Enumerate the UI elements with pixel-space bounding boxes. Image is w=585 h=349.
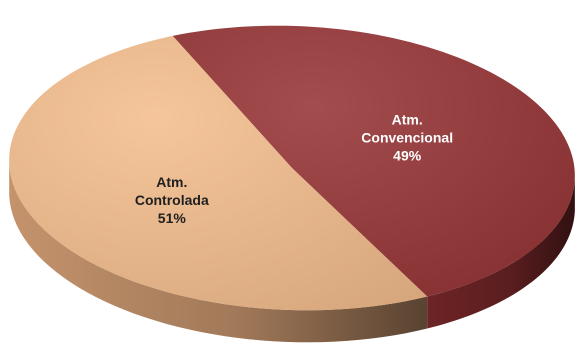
pie-side-layer (9, 157, 575, 343)
slice-value-label-2: 51% (158, 210, 187, 226)
pie-slice-shade-1 (172, 25, 575, 297)
slice-value-label-1: 49% (393, 148, 422, 164)
pie-top-layer (9, 25, 575, 311)
pie-label-layer: Atm. Convencional 49% Atm. Controlada 51% (135, 112, 453, 226)
slice-label-1-line-1: Atm. (392, 112, 423, 128)
slice-label-2-line-1: Atm. (156, 174, 187, 190)
pie-slice-side-shade-2 (9, 157, 428, 343)
pie-slice-shade-2 (9, 35, 428, 311)
pie-slice-side-shade-1 (427, 178, 575, 329)
slice-label-1-line-2: Convencional (361, 130, 453, 146)
slice-label-2-line-2: Controlada (135, 192, 209, 208)
